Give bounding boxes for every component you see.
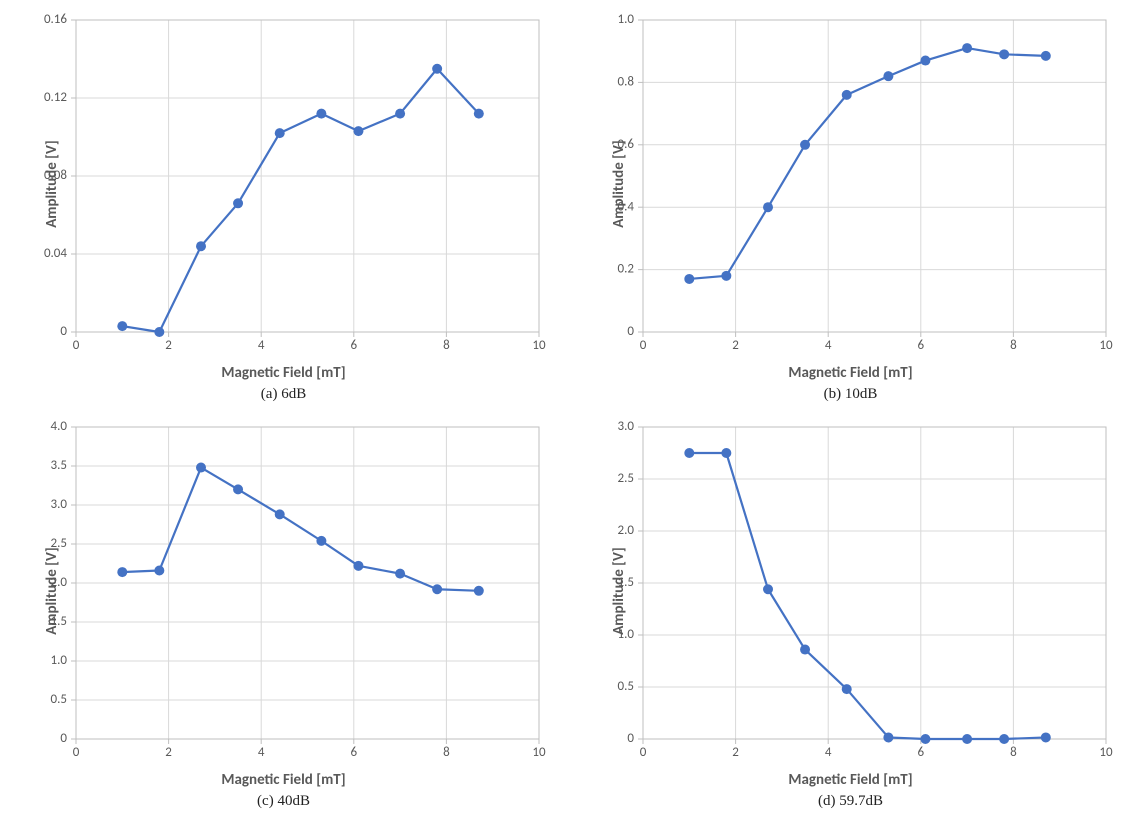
caption-c: (c) 40dB	[257, 793, 310, 810]
svg-text:2.0: 2.0	[618, 523, 635, 538]
svg-text:2: 2	[165, 745, 172, 760]
svg-text:1.5: 1.5	[618, 575, 634, 590]
plot-a-wrap: Amplitude [V] 00.040.080.120.160246810	[14, 8, 553, 360]
svg-text:0.16: 0.16	[44, 12, 67, 27]
svg-text:0: 0	[640, 338, 647, 353]
panel-c: Amplitude [V] 00.51.01.52.02.53.03.54.00…	[14, 415, 553, 810]
svg-text:0: 0	[73, 745, 80, 760]
svg-text:2: 2	[732, 745, 739, 760]
plot-d: 0 0.5 1.0 1.5 2.0 2.5 3.0 0 2 4 6 8 10	[581, 415, 1120, 767]
panel-d: Amplitude [V] 00.51.01.52.02.53.00246810…	[581, 415, 1120, 810]
svg-text:8: 8	[443, 745, 450, 760]
svg-text:0.5: 0.5	[618, 679, 634, 694]
svg-text:10: 10	[532, 745, 546, 760]
plot-c-wrap: Amplitude [V] 00.51.01.52.02.53.03.54.00…	[14, 415, 553, 767]
svg-text:6: 6	[918, 338, 925, 353]
svg-text:0: 0	[60, 731, 67, 746]
svg-text:8: 8	[1010, 745, 1017, 760]
svg-text:0.04: 0.04	[44, 246, 67, 261]
caption-d: (d) 59.7dB	[818, 793, 883, 810]
xlabel-b: Magnetic Field [mT]	[788, 364, 912, 382]
svg-text:8: 8	[443, 338, 450, 353]
panel-a: Amplitude [V] 00.040.080.120.160246810 M…	[14, 8, 553, 403]
caption-b: (b) 10dB	[824, 386, 878, 403]
svg-text:0: 0	[73, 338, 80, 353]
panel-grid: Amplitude [V] 00.040.080.120.160246810 M…	[0, 0, 1134, 820]
svg-text:10: 10	[1099, 745, 1113, 760]
svg-text:2.5: 2.5	[51, 536, 67, 551]
svg-text:6: 6	[351, 338, 358, 353]
svg-text:3.0: 3.0	[618, 419, 635, 434]
svg-text:0.2: 0.2	[618, 262, 635, 277]
svg-text:4: 4	[258, 745, 265, 760]
svg-text:0.8: 0.8	[618, 75, 635, 90]
svg-text:2.5: 2.5	[618, 471, 634, 486]
svg-text:6: 6	[351, 745, 358, 760]
svg-text:3.0: 3.0	[51, 497, 68, 512]
svg-text:1.0: 1.0	[51, 653, 68, 668]
svg-text:0: 0	[640, 745, 647, 760]
xlabel-a: Magnetic Field [mT]	[221, 364, 345, 382]
svg-text:4: 4	[825, 338, 832, 353]
svg-text:6: 6	[918, 745, 925, 760]
figure: Amplitude [V] 00.040.080.120.160246810 M…	[0, 0, 1134, 820]
plot-a: 0 0.04 0.08 0.12 0.16 0 2 4 6 8 10	[14, 8, 553, 360]
svg-text:0.6: 0.6	[618, 137, 635, 152]
svg-text:0: 0	[627, 324, 634, 339]
plot-c: 0 0.5 1.0 1.5 2.0 2.5 3.0 3.5 4.0 0 2 4 6 8 10	[14, 415, 553, 767]
svg-text:2.0: 2.0	[51, 575, 68, 590]
svg-text:2: 2	[732, 338, 739, 353]
xlabel-d: Magnetic Field [mT]	[788, 771, 912, 789]
svg-text:4.0: 4.0	[51, 419, 68, 434]
svg-text:10: 10	[532, 338, 546, 353]
svg-text:0.4: 0.4	[618, 199, 635, 214]
svg-text:4: 4	[825, 745, 832, 760]
svg-text:1.0: 1.0	[618, 12, 635, 27]
svg-text:1.0: 1.0	[618, 627, 635, 642]
xlabel-c: Magnetic Field [mT]	[221, 771, 345, 789]
svg-text:8: 8	[1010, 338, 1017, 353]
svg-text:0: 0	[627, 731, 634, 746]
svg-text:3.5: 3.5	[51, 458, 67, 473]
svg-text:0.5: 0.5	[51, 692, 67, 707]
plot-b-wrap: Amplitude [V] 00.20.40.60.81.00246810	[581, 8, 1120, 360]
svg-text:0: 0	[60, 324, 67, 339]
svg-text:0.12: 0.12	[44, 90, 67, 105]
svg-text:0.08: 0.08	[44, 168, 67, 183]
svg-text:2: 2	[165, 338, 172, 353]
svg-text:4: 4	[258, 338, 265, 353]
plot-d-wrap: Amplitude [V] 00.51.01.52.02.53.00246810	[581, 415, 1120, 767]
panel-b: Amplitude [V] 00.20.40.60.81.00246810 Ma…	[581, 8, 1120, 403]
svg-text:10: 10	[1099, 338, 1113, 353]
caption-a: (a) 6dB	[261, 386, 306, 403]
plot-b: 0 0.2 0.4 0.6 0.8 1.0 0 2 4 6 8 10	[581, 8, 1120, 360]
svg-text:1.5: 1.5	[51, 614, 67, 629]
